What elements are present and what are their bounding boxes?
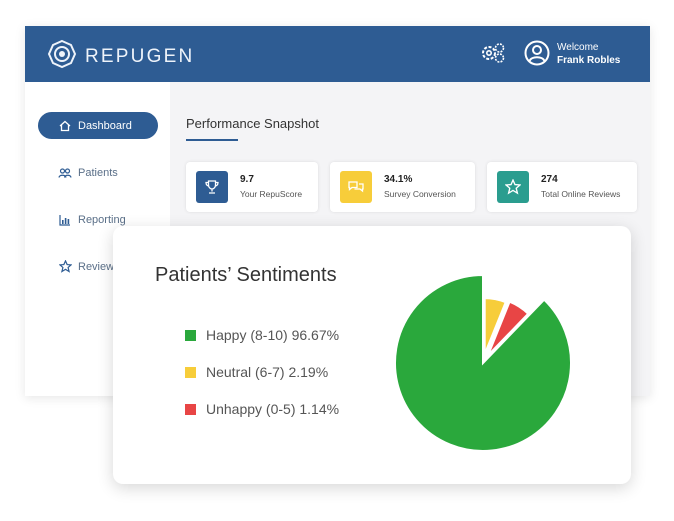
sidebar-item-label: Reporting	[78, 213, 126, 226]
survey-conversion-card[interactable]: 34.1% Survey Conversion	[330, 162, 475, 212]
card-label: Total Online Reviews	[541, 189, 621, 199]
user-avatar-icon[interactable]	[524, 40, 550, 71]
legend-item-happy: Happy (8-10) 96.67%	[185, 326, 339, 344]
section-title: Performance Snapshot	[186, 116, 319, 131]
sidebar-item-reviews[interactable]: Reviews	[38, 253, 158, 280]
card-value: 34.1%	[384, 174, 413, 185]
pie-slice-unhappy	[486, 300, 530, 357]
logo[interactable]: REPUGEN	[47, 39, 194, 74]
star-icon	[58, 260, 72, 274]
home-icon	[58, 119, 72, 133]
card-value: 274	[541, 174, 558, 185]
legend-item-unhappy: Unhappy (0-5) 1.14%	[185, 400, 339, 418]
logo-text: REPUGEN	[85, 45, 195, 67]
sidebar-item-label: Patients	[78, 166, 118, 179]
sentiment-popup-card: Patients’ Sentiments Happy (8-10) 96.67%…	[113, 226, 631, 484]
welcome-label: Welcome	[557, 42, 599, 53]
section-title-underline	[186, 139, 238, 141]
legend-swatch	[185, 366, 196, 378]
sidebar-item-dashboard[interactable]: Dashboard	[38, 112, 158, 139]
repuscore-card[interactable]: 9.7 Your RepuScore	[186, 162, 318, 212]
sentiment-pie-chart	[394, 273, 572, 452]
online-reviews-card[interactable]: 274 Total Online Reviews	[487, 162, 637, 212]
user-name: Frank Robles	[557, 55, 621, 66]
users-icon	[58, 166, 72, 180]
top-bar: REPUGEN Welcome Frank Robles	[25, 26, 650, 82]
bar-chart-icon	[58, 213, 72, 227]
legend-swatch	[185, 403, 196, 415]
pie-slice-neutral	[483, 297, 507, 355]
chart-legend: Happy (8-10) 96.67% Neutral (6-7) 2.19% …	[185, 326, 339, 437]
legend-swatch	[185, 329, 196, 341]
sidebar-item-reporting[interactable]: Reporting	[38, 206, 158, 233]
pie-slice-happy	[394, 273, 572, 452]
legend-item-neutral: Neutral (6-7) 2.19%	[185, 363, 339, 381]
chat-icon	[340, 171, 372, 203]
welcome-block[interactable]: Welcome Frank Robles	[557, 41, 620, 67]
legend-label: Happy (8-10) 96.67%	[206, 327, 340, 343]
main-content: Performance Snapshot 9.7 Your RepuScore …	[170, 82, 650, 396]
settings-gears-icon[interactable]	[480, 42, 506, 69]
card-label: Your RepuScore	[240, 189, 303, 199]
sidebar-item-patients[interactable]: Patients	[38, 159, 158, 186]
card-value: 9.7	[240, 174, 254, 185]
trophy-icon	[196, 171, 228, 203]
sidebar-item-label: Reviews	[78, 260, 120, 273]
sidebar-item-label: Dashboard	[78, 119, 132, 132]
star-icon	[497, 171, 529, 203]
chart-title: Patients’ Sentiments	[155, 264, 337, 286]
logo-icon	[47, 39, 77, 74]
card-label: Survey Conversion	[384, 189, 456, 199]
legend-label: Neutral (6-7) 2.19%	[206, 364, 329, 380]
legend-label: Unhappy (0-5) 1.14%	[206, 401, 340, 417]
